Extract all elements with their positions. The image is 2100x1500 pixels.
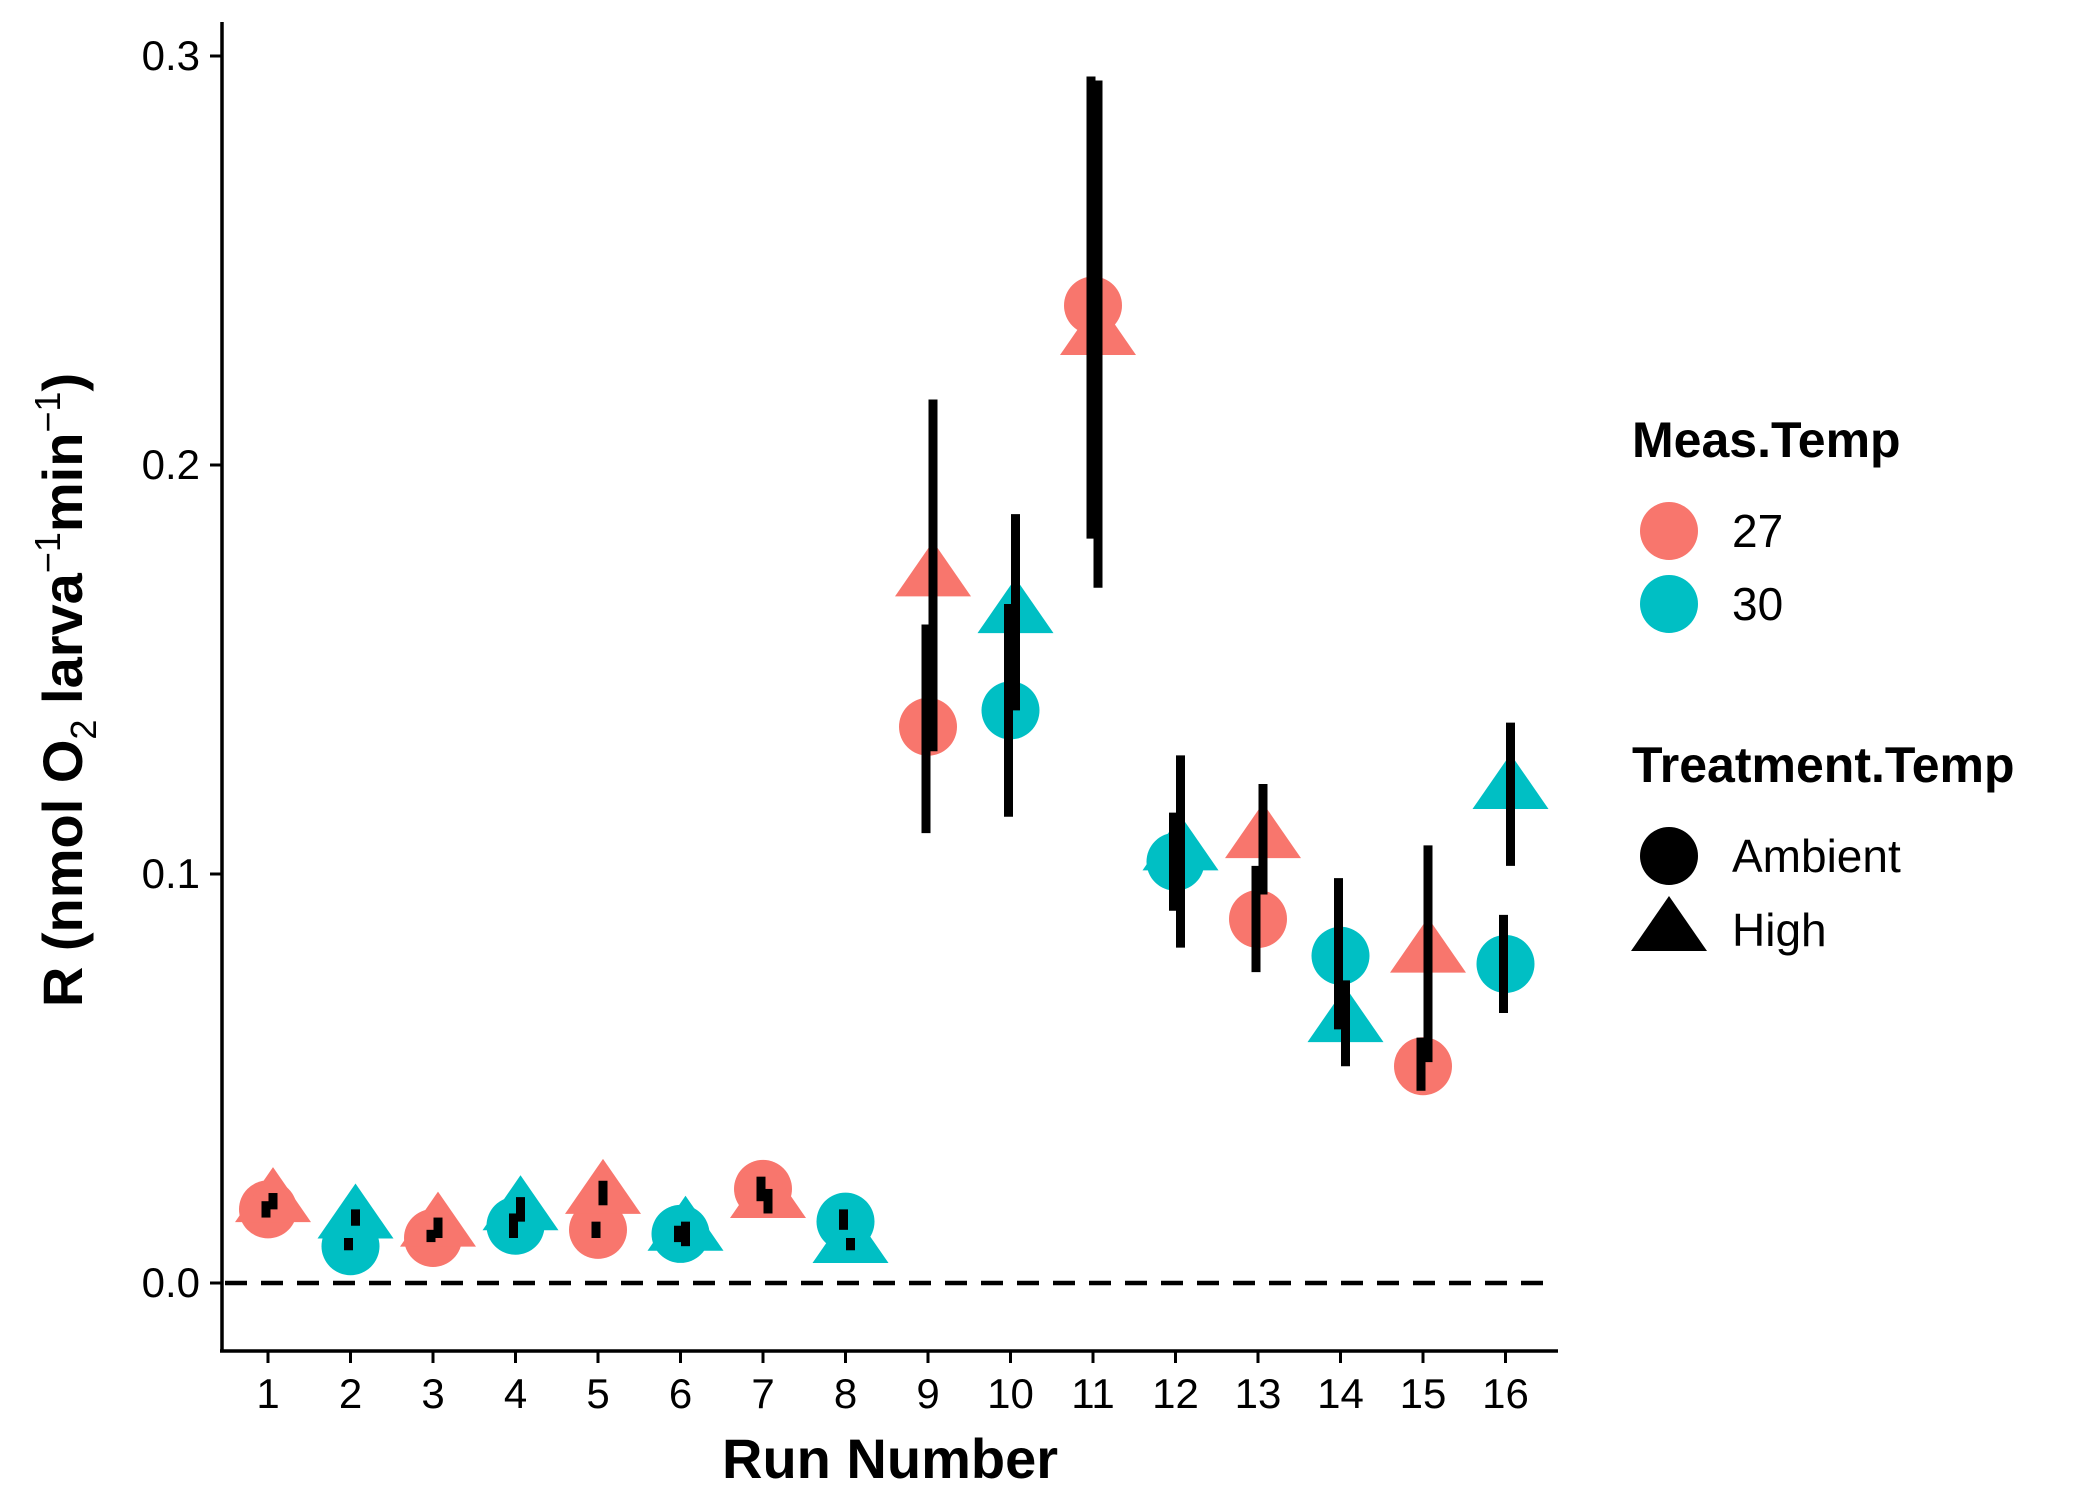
y-tick-label: 0.3	[142, 32, 200, 79]
legend-color-label-27: 27	[1732, 505, 1783, 557]
x-tick-label: 2	[339, 1370, 362, 1417]
x-tick-label: 8	[834, 1370, 857, 1417]
x-tick-label: 5	[586, 1370, 609, 1417]
x-tick-label: 7	[751, 1370, 774, 1417]
legend-color-key-27	[1640, 502, 1698, 560]
y-tick-label: 0.0	[142, 1259, 200, 1306]
x-tick-label: 13	[1235, 1370, 1282, 1417]
x-tick-label: 4	[504, 1370, 527, 1417]
y-axis-title-part: min	[31, 433, 94, 533]
data-points	[235, 276, 1549, 1276]
y-axis-title-part: larva	[31, 572, 94, 719]
x-tick-label: 12	[1152, 1370, 1199, 1417]
x-tick-label: 16	[1482, 1370, 1529, 1417]
error-bars	[261, 76, 1515, 1251]
x-ticks: 1 2 3 4 5 6 7 8 9 10 11 12 13 14 15 16	[256, 1351, 1529, 1417]
legend-shape-title: Treatment.Temp	[1632, 737, 2015, 793]
y-tick-label: 0.2	[142, 441, 200, 488]
x-tick-label: 11	[1071, 1370, 1115, 1417]
x-tick-label: 3	[421, 1370, 444, 1417]
legend-shape-key-high	[1631, 896, 1707, 951]
x-tick-label: 1	[256, 1370, 279, 1417]
y-ticks: 0.0 0.1 0.2 0.3	[142, 32, 222, 1306]
x-axis-title: Run Number	[722, 1427, 1058, 1490]
legend: Meas.Temp 27 30 Treatment.Temp Ambient H…	[1631, 412, 2015, 956]
y-axis-title-part: )	[31, 373, 94, 392]
axes: 0.00.10.20.3 1 2 3 4 5 6 7 8 9 10 11 12 13 14 15 16 Run…	[27, 22, 1558, 1490]
legend-shape-label-ambient: Ambient	[1732, 830, 1901, 882]
x-tick-label: 9	[916, 1370, 939, 1417]
data-point-high-run-8	[812, 1208, 889, 1263]
legend-color-key-30	[1640, 575, 1698, 633]
y-axis-title-subscript: 2	[63, 720, 104, 740]
x-tick-label: 14	[1317, 1370, 1364, 1417]
y-axis-title-superscript: −1	[27, 532, 68, 573]
legend-color-label-30: 30	[1732, 578, 1783, 630]
x-tick-label: 10	[987, 1370, 1034, 1417]
x-tick-label: 15	[1400, 1370, 1447, 1417]
y-axis-title: R (nmol O2 larva−1min−1)	[27, 373, 104, 1007]
y-axis-title-superscript: −1	[27, 392, 68, 433]
legend-shape-key-ambient	[1640, 827, 1698, 885]
y-tick-label: 0.1	[142, 850, 200, 897]
legend-shape-label-high: High	[1732, 904, 1827, 956]
x-tick-label: 6	[669, 1370, 692, 1417]
y-axis-title-part: R (nmol O	[31, 740, 94, 1008]
legend-color-title: Meas.Temp	[1632, 412, 1901, 468]
plot-area	[225, 76, 1555, 1286]
